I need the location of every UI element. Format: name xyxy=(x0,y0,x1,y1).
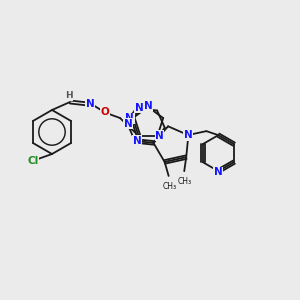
Text: CH₃: CH₃ xyxy=(177,177,191,186)
Text: N: N xyxy=(144,101,152,111)
Text: O: O xyxy=(100,107,109,117)
Text: N: N xyxy=(214,167,223,177)
Text: Cl: Cl xyxy=(27,156,39,166)
Text: CH₃: CH₃ xyxy=(163,182,177,191)
Text: N: N xyxy=(85,99,94,109)
Text: N: N xyxy=(133,136,141,146)
Text: H: H xyxy=(65,92,73,100)
Text: N: N xyxy=(135,103,144,112)
Text: N: N xyxy=(184,130,193,140)
Text: N: N xyxy=(124,119,133,129)
Text: N: N xyxy=(125,113,134,123)
Text: N: N xyxy=(155,131,164,141)
